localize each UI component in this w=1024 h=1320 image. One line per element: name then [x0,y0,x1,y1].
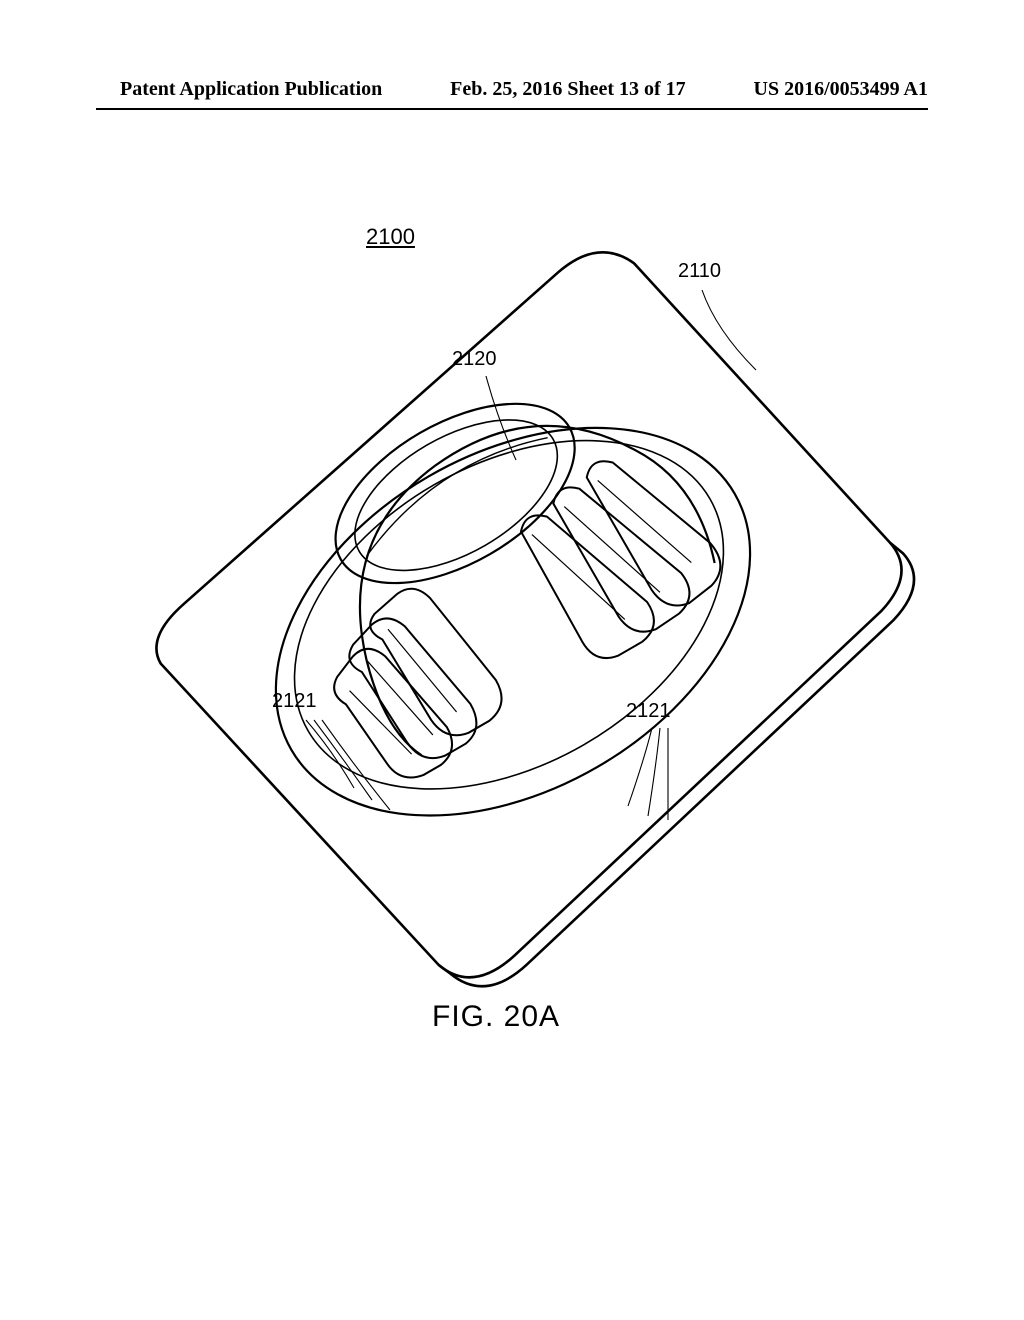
leaders [306,290,756,820]
ref-2121-left: 2121 [272,690,317,713]
header-center: Feb. 25, 2016 Sheet 13 of 17 [450,78,686,101]
fins-left [307,573,518,793]
patent-drawing [96,160,928,1200]
header-rule [96,108,928,110]
header-left: Patent Application Publication [120,78,382,101]
ref-2120: 2120 [452,348,497,371]
ref-assembly: 2100 [366,224,415,250]
figure-caption: FIG. 20A [432,1000,560,1034]
base-plate [96,191,928,1050]
patent-page: Patent Application Publication Feb. 25, … [0,0,1024,1320]
figure-area: 2100 2110 2120 2121 2121 FIG. 20A [96,160,928,1200]
ref-2110: 2110 [678,260,721,283]
page-header: Patent Application Publication Feb. 25, … [0,78,1024,101]
header-right: US 2016/0053499 A1 [754,78,928,101]
ref-2121-right: 2121 [626,700,671,723]
fins-front [508,433,737,668]
